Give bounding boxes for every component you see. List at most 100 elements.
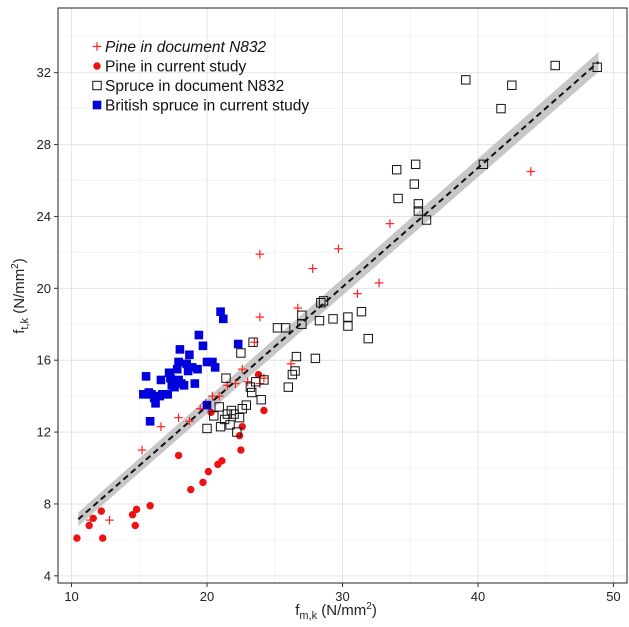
- data-points: [73, 60, 602, 542]
- data-point: [248, 337, 258, 347]
- data-point: [199, 478, 207, 487]
- data-point: [283, 382, 294, 392]
- data-point: [385, 219, 395, 228]
- data-point: [208, 357, 217, 367]
- data-point: [237, 364, 247, 374]
- data-point: [421, 215, 432, 225]
- data-point: [241, 400, 252, 410]
- legend-label: Spruce in document N832: [105, 78, 284, 95]
- data-point: [156, 375, 166, 385]
- x-tick-label: 10: [64, 589, 78, 604]
- data-point: [297, 319, 307, 329]
- data-point: [132, 505, 141, 514]
- data-point: [145, 416, 155, 426]
- data-point: [328, 314, 338, 324]
- legend-marker: [93, 62, 101, 70]
- data-point: [280, 323, 291, 333]
- data-point: [105, 515, 114, 525]
- data-point: [247, 387, 257, 398]
- y-axis-label-main: f: [11, 329, 28, 334]
- data-point: [187, 485, 195, 494]
- x-axis-label-sub: m,k: [299, 610, 317, 622]
- data-point: [234, 412, 245, 423]
- data-point: [137, 445, 147, 455]
- x-axis-label: fm,k (N/mm2): [295, 601, 377, 622]
- data-point: [166, 373, 175, 383]
- data-point: [179, 381, 189, 390]
- data-point: [216, 307, 225, 316]
- y-tick-label: 8: [44, 496, 51, 511]
- data-point: [174, 413, 183, 422]
- data-point: [251, 377, 261, 387]
- data-point: [85, 521, 93, 530]
- data-point: [374, 278, 384, 288]
- data-point: [214, 391, 224, 401]
- data-point: [287, 369, 298, 380]
- data-point: [410, 159, 421, 170]
- confidence-band: [78, 52, 599, 527]
- series-1: [73, 370, 268, 542]
- data-point: [174, 357, 183, 367]
- legend-label: Pine in current study: [105, 59, 247, 76]
- data-point: [175, 345, 185, 354]
- data-point: [158, 390, 167, 399]
- data-point: [174, 451, 183, 460]
- data-point: [314, 315, 325, 326]
- data-point: [219, 414, 230, 425]
- data-point: [255, 312, 265, 322]
- data-point: [526, 167, 536, 176]
- y-tick-label: 12: [37, 425, 51, 440]
- data-point: [210, 363, 220, 372]
- regression-line-path: [77, 61, 600, 520]
- data-point: [149, 393, 159, 403]
- data-point: [297, 310, 307, 320]
- data-point: [218, 314, 228, 324]
- x-axis-label-sup: 2: [366, 601, 372, 612]
- y-tick-label: 16: [37, 353, 51, 368]
- legend: Pine in document N832 Pine in current stu…: [92, 39, 309, 115]
- data-point: [461, 75, 471, 85]
- data-point: [164, 368, 174, 378]
- data-point: [207, 408, 215, 416]
- data-point: [202, 423, 212, 434]
- data-point: [496, 103, 506, 114]
- data-point: [243, 377, 252, 387]
- data-point: [214, 402, 224, 412]
- data-point: [237, 446, 245, 454]
- y-tick-label: 28: [37, 137, 51, 152]
- data-point: [256, 395, 266, 405]
- data-point: [218, 457, 226, 465]
- data-point: [185, 416, 194, 426]
- data-point: [202, 357, 212, 367]
- data-point: [233, 339, 243, 349]
- data-point: [308, 264, 317, 273]
- data-point: [245, 382, 256, 392]
- data-point: [146, 502, 154, 510]
- legend-label: Pine in document N832: [105, 39, 267, 56]
- legend-item: British spruce in current study: [92, 98, 309, 115]
- data-point: [226, 405, 237, 416]
- legend-marker: [92, 42, 102, 51]
- data-point: [478, 159, 489, 170]
- series-0: [86, 167, 536, 525]
- data-point: [235, 431, 244, 440]
- data-point: [182, 359, 192, 369]
- data-point: [343, 321, 353, 331]
- data-point: [89, 514, 97, 523]
- data-point: [163, 390, 173, 399]
- data-point: [353, 289, 362, 299]
- data-point: [172, 364, 182, 374]
- axis-ticks: 10 20 30 40 50 4 8 12 16 20 24 28 32: [37, 65, 621, 604]
- x-tick-label: 50: [606, 589, 620, 604]
- legend-item: Pine in document N832: [92, 39, 267, 56]
- data-point: [193, 364, 202, 374]
- x-tick-label: 40: [471, 589, 485, 604]
- x-axis-label-unit: (N/mm: [317, 602, 366, 619]
- y-axis-label-close: ): [11, 258, 28, 263]
- data-point: [550, 60, 560, 71]
- data-point: [507, 80, 517, 90]
- data-point: [190, 379, 200, 388]
- data-point: [97, 507, 106, 515]
- y-tick-label: 24: [37, 209, 51, 224]
